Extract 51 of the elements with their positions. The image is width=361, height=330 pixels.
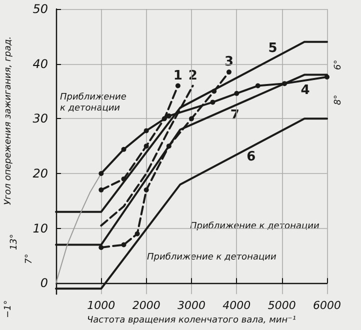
point xyxy=(324,74,330,80)
series-label: 7 xyxy=(230,108,240,123)
x-tick-label: 2000 xyxy=(132,299,160,312)
point xyxy=(226,70,232,75)
point xyxy=(175,83,180,88)
x-tick-label: 6000 xyxy=(313,299,341,312)
x-axis-title: Частота вращения коленчатого вала, мин⁻¹ xyxy=(86,316,296,326)
text: −1° xyxy=(4,300,14,318)
series-label: 4 xyxy=(300,82,310,98)
series-label: 6 xyxy=(246,149,256,164)
point xyxy=(166,144,172,149)
text: 7° xyxy=(24,254,34,264)
series-label: 3 xyxy=(224,54,234,70)
annotation: Приближение к детонации xyxy=(147,252,276,262)
annotation: Приближение к детонации xyxy=(190,222,320,232)
series-label: 1 xyxy=(173,68,182,84)
point xyxy=(98,245,104,250)
point xyxy=(162,116,167,122)
x-tick-label: 4000 xyxy=(222,299,251,312)
x-tick-label: 3000 xyxy=(178,299,206,312)
y-tick-label: 10 xyxy=(32,221,48,236)
point xyxy=(255,83,260,88)
series-label: 5 xyxy=(268,41,278,56)
y-tick-label: 50 xyxy=(32,2,48,16)
series-label: 2 xyxy=(188,68,198,84)
point xyxy=(98,170,104,176)
x-tick-label: 1000 xyxy=(87,299,116,312)
point xyxy=(212,88,217,94)
text: 13° xyxy=(10,234,20,250)
annotation: Приближение к детонации xyxy=(60,92,127,114)
y-tick-label: 20 xyxy=(32,166,48,180)
point xyxy=(189,116,194,122)
y-tick-label: 40 xyxy=(32,56,48,71)
point xyxy=(134,231,140,236)
point xyxy=(282,81,288,86)
y-tick-label: 0 xyxy=(40,276,48,290)
point xyxy=(144,144,149,149)
point xyxy=(121,146,126,152)
point xyxy=(144,128,149,134)
point xyxy=(121,242,126,248)
y-axis-title: Угол опережения зажигания, град. xyxy=(4,36,14,205)
point xyxy=(210,100,216,105)
point xyxy=(144,187,149,192)
point xyxy=(98,187,104,192)
text: 6° xyxy=(334,60,344,70)
point xyxy=(166,113,172,118)
point xyxy=(121,176,126,182)
point xyxy=(234,90,240,96)
x-tick-label: 5000 xyxy=(268,299,296,312)
text: 8° xyxy=(334,94,344,105)
y-tick-label: 30 xyxy=(32,112,48,126)
